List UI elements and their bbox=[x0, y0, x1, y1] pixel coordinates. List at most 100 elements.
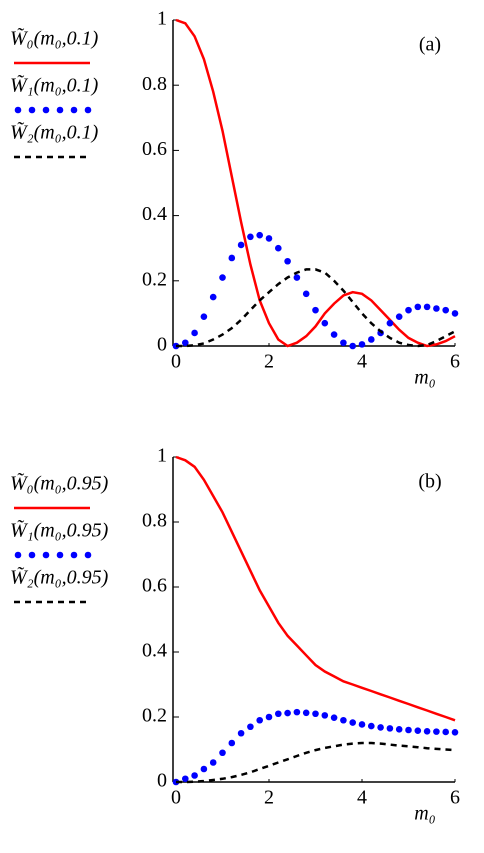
data-point bbox=[414, 303, 422, 311]
data-point bbox=[209, 759, 217, 766]
y-tick-label: 1 bbox=[157, 8, 167, 30]
data-point bbox=[368, 722, 375, 730]
data-point bbox=[200, 313, 208, 320]
data-point bbox=[219, 749, 226, 757]
data-point bbox=[349, 719, 357, 726]
data-point bbox=[321, 712, 329, 719]
data-point bbox=[302, 290, 310, 298]
data-point bbox=[414, 727, 422, 734]
data-point bbox=[237, 241, 245, 249]
data-point bbox=[284, 709, 291, 717]
data-point bbox=[247, 233, 254, 241]
data-line bbox=[175, 18, 456, 348]
x-tick-label: 0 bbox=[171, 787, 181, 809]
data-point bbox=[377, 724, 384, 731]
data-point bbox=[209, 293, 217, 301]
legend-swatch bbox=[14, 551, 22, 559]
x-tick-label: 4 bbox=[357, 351, 367, 373]
data-point bbox=[312, 306, 319, 314]
y-tick-label: 0.2 bbox=[142, 268, 167, 290]
legend-swatch bbox=[28, 106, 36, 114]
legend-swatch bbox=[70, 551, 78, 559]
data-point bbox=[340, 339, 347, 347]
data-point bbox=[219, 274, 226, 281]
y-tick-label: 0.8 bbox=[142, 73, 167, 95]
data-point bbox=[275, 710, 282, 718]
annotation: (a) bbox=[419, 34, 441, 56]
x-tick-label: 2 bbox=[264, 787, 274, 809]
y-tick-label: 0.6 bbox=[142, 575, 167, 597]
data-point bbox=[247, 723, 254, 731]
data-point bbox=[433, 728, 440, 735]
data-point bbox=[358, 721, 366, 728]
y-tick-label: 0.2 bbox=[142, 705, 167, 727]
legend-label: W̃₂(m₀,0.95) bbox=[10, 565, 109, 588]
data-point bbox=[256, 231, 264, 239]
legend-swatch bbox=[56, 106, 64, 114]
legend-swatch bbox=[42, 551, 50, 559]
data-point bbox=[368, 336, 375, 343]
x-tick-label: 0 bbox=[171, 351, 181, 373]
data-point bbox=[386, 319, 394, 327]
data-point bbox=[256, 716, 264, 724]
data-point bbox=[451, 728, 459, 736]
data-point bbox=[330, 714, 338, 721]
legend-label: W̃₀(m₀,0.1) bbox=[10, 26, 99, 49]
data-point bbox=[442, 306, 450, 314]
data-point bbox=[433, 305, 440, 312]
legend-label: W̃₂(m₀,0.1) bbox=[10, 120, 99, 143]
legend-swatch bbox=[70, 106, 78, 114]
data-point bbox=[237, 729, 245, 737]
data-point bbox=[442, 728, 450, 736]
data-point bbox=[321, 319, 329, 327]
x-tick-label: 6 bbox=[450, 351, 460, 373]
data-point bbox=[275, 244, 282, 252]
x-tick-label: 6 bbox=[450, 787, 460, 809]
data-point bbox=[349, 342, 357, 350]
data-point bbox=[284, 257, 291, 265]
legend-label: W̃₁(m₀,0.1) bbox=[10, 73, 99, 96]
data-point bbox=[265, 235, 273, 242]
data-point bbox=[293, 274, 301, 281]
data-line bbox=[175, 455, 456, 722]
data-line bbox=[176, 268, 456, 348]
data-point bbox=[228, 254, 236, 262]
data-point bbox=[293, 708, 301, 716]
legend-label: W̃₀(m₀,0.95) bbox=[10, 471, 109, 494]
data-point bbox=[405, 306, 412, 314]
legend-swatch bbox=[14, 106, 22, 114]
data-point bbox=[451, 310, 459, 317]
y-tick-label: 0.4 bbox=[142, 203, 167, 225]
data-point bbox=[405, 726, 412, 734]
y-tick-label: 0.6 bbox=[142, 138, 167, 160]
data-point bbox=[265, 713, 273, 721]
data-point bbox=[182, 339, 189, 347]
legend-swatch bbox=[84, 106, 92, 114]
data-point bbox=[358, 341, 366, 348]
data-point bbox=[191, 772, 198, 779]
data-point bbox=[395, 726, 403, 733]
data-point bbox=[423, 728, 431, 735]
data-point bbox=[395, 313, 403, 320]
legend-label: W̃₁(m₀,0.95) bbox=[10, 518, 109, 541]
annotation: (b) bbox=[418, 471, 441, 493]
data-point bbox=[423, 303, 431, 311]
x-tick-label: 4 bbox=[357, 787, 367, 809]
data-point bbox=[302, 709, 310, 717]
data-point bbox=[340, 716, 347, 724]
y-tick-label: 0.8 bbox=[142, 510, 167, 532]
x-axis-label: m₀ bbox=[414, 803, 435, 825]
legend-swatch bbox=[42, 106, 50, 114]
data-point bbox=[330, 331, 338, 338]
data-line bbox=[176, 741, 456, 784]
y-tick-label: 1 bbox=[157, 445, 167, 467]
y-tick-label: 0.4 bbox=[142, 640, 167, 662]
data-point bbox=[200, 765, 208, 773]
legend-swatch bbox=[56, 551, 64, 559]
y-tick-label: 0 bbox=[157, 334, 167, 356]
y-tick-label: 0 bbox=[157, 770, 167, 792]
data-point bbox=[386, 725, 394, 732]
legend-swatch bbox=[84, 551, 92, 559]
data-point bbox=[182, 775, 189, 783]
data-point bbox=[312, 710, 319, 718]
